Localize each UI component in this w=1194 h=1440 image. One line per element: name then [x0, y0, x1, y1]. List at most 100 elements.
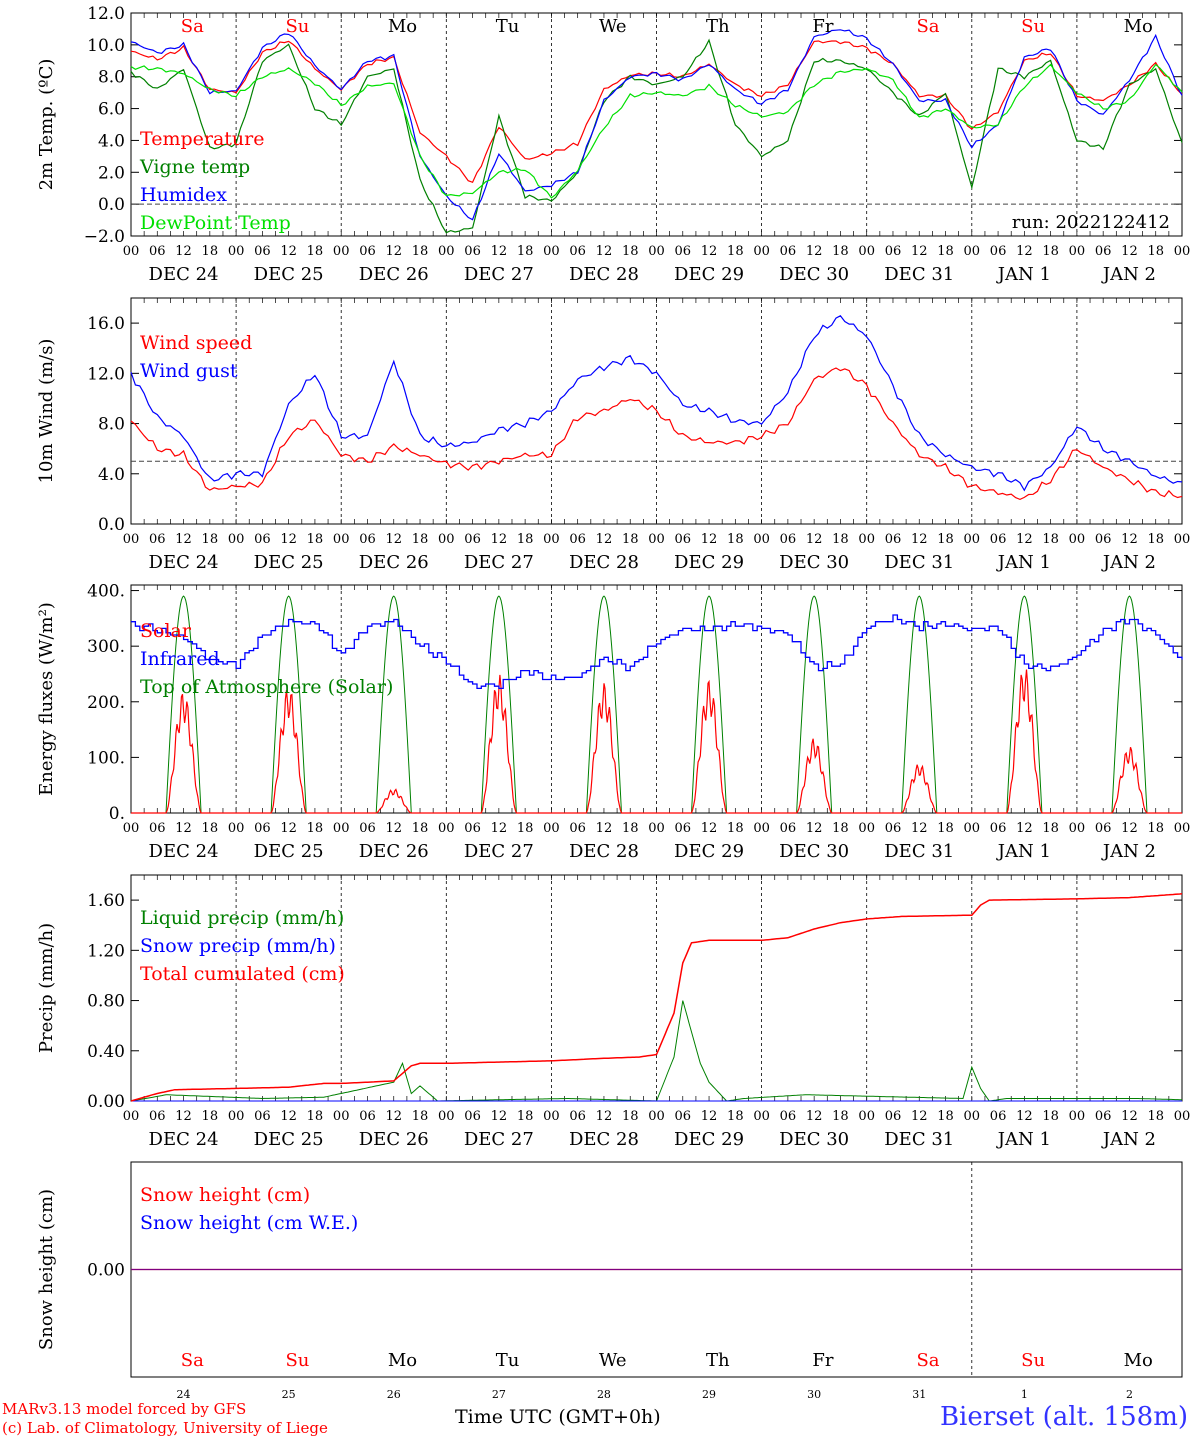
date-label: DEC 26: [359, 552, 429, 573]
y-tick-label: 0.00: [87, 1261, 125, 1281]
date-label: DEC 24: [149, 264, 219, 285]
day-of-week-label: We: [599, 1350, 627, 1371]
y-tick-label: 12.0: [87, 4, 125, 24]
hour-label: 12: [911, 1109, 928, 1124]
hour-label: 06: [675, 532, 692, 547]
hour-label: 18: [307, 1109, 324, 1124]
hour-label: 18: [412, 244, 429, 259]
hour-label: 18: [937, 821, 954, 836]
y-tick-label: 1.20: [87, 941, 125, 961]
hour-label: 12: [701, 1109, 718, 1124]
hour-label: 00: [858, 1109, 875, 1124]
hour-label: 06: [359, 1109, 376, 1124]
legend-entry: Snow precip (mm/h): [140, 935, 336, 957]
date-label: DEC 31: [884, 552, 954, 573]
hour-label: 06: [569, 244, 586, 259]
hour-label: 12: [491, 244, 508, 259]
hour-label: 12: [1121, 821, 1138, 836]
hour-label: 18: [517, 532, 534, 547]
hour-label: 12: [701, 244, 718, 259]
hour-label: 06: [149, 532, 166, 547]
day-of-week-label: Fr: [812, 16, 833, 37]
legend-entry: Top of Atmosphere (Solar): [140, 676, 393, 698]
day-of-week-label: Su: [1021, 16, 1045, 37]
hour-label: 18: [517, 1109, 534, 1124]
hour-label: 00: [753, 821, 770, 836]
day-of-week-label: Mo: [1124, 1350, 1153, 1371]
date-label: JAN 1: [996, 552, 1051, 573]
hour-label: 06: [1095, 244, 1112, 259]
hour-label: 00: [753, 532, 770, 547]
hour-label: 00: [333, 821, 350, 836]
time-axis-title: Time UTC (GMT+0h): [455, 1406, 661, 1428]
hour-label: 06: [885, 244, 902, 259]
hour-label: 06: [885, 1109, 902, 1124]
date-label: JAN 1: [996, 264, 1051, 285]
legend-entry: Humidex: [140, 184, 227, 206]
hour-label: 18: [1042, 821, 1059, 836]
day-number-label: 26: [387, 1388, 401, 1401]
hour-label: 12: [911, 244, 928, 259]
day-of-week-label: Fr: [812, 1350, 833, 1371]
hour-label: 00: [1174, 532, 1191, 547]
y-tick-label: 0.: [109, 804, 125, 824]
hour-label: 00: [543, 821, 560, 836]
legend-entry: Snow height (cm): [140, 1184, 310, 1206]
hour-label: 18: [1042, 244, 1059, 259]
hour-label: 06: [675, 821, 692, 836]
legend-entry: DewPoint Temp: [140, 212, 291, 234]
hour-label: 00: [753, 1109, 770, 1124]
y-axis-label: Precip (mm/h): [36, 923, 57, 1053]
day-of-week-label: We: [599, 16, 627, 37]
day-of-week-label: Mo: [1124, 16, 1153, 37]
date-label: DEC 26: [359, 841, 429, 862]
date-label: JAN 2: [1101, 264, 1156, 285]
hour-label: 12: [1121, 1109, 1138, 1124]
hour-label: 12: [806, 821, 823, 836]
hour-label: 18: [622, 244, 639, 259]
hour-label: 12: [175, 1109, 192, 1124]
hour-label: 12: [385, 532, 402, 547]
hour-label: 12: [280, 1109, 297, 1124]
date-label: JAN 2: [1101, 841, 1156, 862]
hour-label: 18: [832, 532, 849, 547]
date-label: DEC 29: [674, 1129, 744, 1150]
day-of-week-label: Su: [1021, 1350, 1045, 1371]
series-humidex: [130, 29, 1183, 221]
y-tick-label: 300.: [87, 637, 125, 657]
hour-label: 06: [359, 532, 376, 547]
hour-label: 18: [937, 532, 954, 547]
date-label: DEC 26: [359, 264, 429, 285]
date-label: DEC 28: [569, 552, 639, 573]
date-label: DEC 24: [149, 841, 219, 862]
hour-label: 18: [937, 244, 954, 259]
hour-label: 12: [175, 532, 192, 547]
y-tick-label: 4.0: [98, 131, 125, 151]
hour-label: 12: [385, 821, 402, 836]
day-of-week-label: Su: [285, 16, 309, 37]
date-label: DEC 28: [569, 264, 639, 285]
y-tick-label: 2.0: [98, 163, 125, 183]
hour-label: 06: [464, 821, 481, 836]
chart-panel-3: [130, 584, 1183, 814]
hour-label: 00: [1174, 821, 1191, 836]
hour-label: 12: [1016, 1109, 1033, 1124]
hour-label: 12: [1016, 821, 1033, 836]
hour-label: 12: [806, 532, 823, 547]
hour-label: 18: [307, 244, 324, 259]
hour-label: 18: [937, 1109, 954, 1124]
hour-label: 18: [622, 1109, 639, 1124]
hour-label: 00: [123, 244, 140, 259]
date-label: JAN 1: [996, 841, 1051, 862]
series-wind-speed: [130, 367, 1183, 501]
hour-label: 06: [569, 821, 586, 836]
hour-label: 12: [280, 244, 297, 259]
hour-label: 00: [648, 532, 665, 547]
chart-panel-2: [130, 297, 1183, 525]
hour-label: 12: [280, 821, 297, 836]
hour-label: 18: [832, 821, 849, 836]
date-label: DEC 27: [464, 1129, 534, 1150]
hour-label: 18: [1147, 532, 1164, 547]
y-axis-label: 10m Wind (m/s): [36, 339, 57, 484]
date-label: DEC 30: [779, 841, 849, 862]
